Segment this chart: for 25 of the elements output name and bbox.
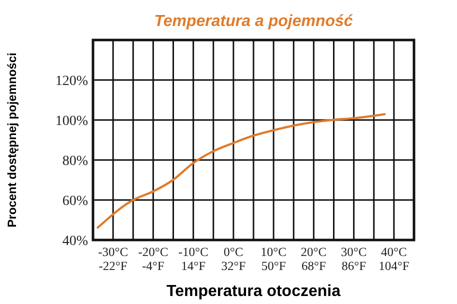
y-tick-label: 120%: [55, 74, 88, 89]
x2-tick-label: 14°F: [181, 259, 206, 273]
x2-tick-label: 32°F: [221, 259, 246, 273]
x-tick-label: 20°C: [300, 245, 327, 259]
x-tick-label: 0°C: [224, 245, 244, 259]
x2-tick-label: -22°F: [98, 259, 128, 273]
y-tick-label: 100%: [55, 114, 88, 129]
x-axis-title: Temperatura otoczenia: [166, 283, 341, 300]
x-tick-label: -20°C: [138, 245, 168, 259]
x2-tick-label: 68°F: [301, 259, 326, 273]
x-tick-label: 40°C: [381, 245, 407, 259]
x2-tick-label: 50°F: [261, 259, 286, 273]
x-tick-label: 30°C: [340, 245, 367, 259]
x-tick-label: -30°C: [98, 245, 128, 259]
y-tick-label: 60%: [62, 194, 88, 209]
x2-tick-label: 104°F: [378, 259, 410, 273]
x-tick-label: 10°C: [260, 245, 286, 259]
y-axis-title: Procent dostępnej pojemności: [5, 52, 19, 228]
chart-title: Temperatura a pojemność: [154, 13, 353, 30]
x-tick-label: -10°C: [178, 245, 208, 259]
x2-tick-label: 86°F: [342, 259, 366, 273]
y-tick-label: 80%: [62, 154, 88, 169]
y-tick-label: 40%: [62, 234, 88, 249]
line-series: [96, 113, 386, 229]
x2-tick-label: -4°F: [142, 259, 164, 273]
